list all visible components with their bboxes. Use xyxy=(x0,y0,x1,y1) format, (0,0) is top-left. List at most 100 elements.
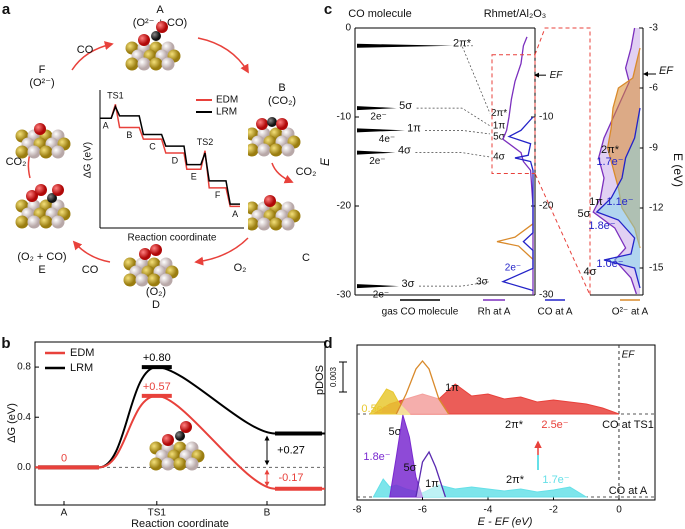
zoom-curve-fill xyxy=(607,48,640,248)
electron-label: 1.8e⁻ xyxy=(588,220,615,232)
legend-label: O²⁻ at A xyxy=(612,307,649,318)
panel-label: d xyxy=(323,335,332,352)
state-letter: D xyxy=(152,299,160,311)
orbital-label: 5σ xyxy=(404,462,417,474)
atom xyxy=(257,143,271,157)
state-species: (O₂) xyxy=(146,286,166,298)
atom xyxy=(15,145,29,159)
atom xyxy=(47,193,57,203)
atom xyxy=(161,457,175,471)
orbital-label: 2π* xyxy=(601,144,620,156)
atom xyxy=(123,273,137,287)
orbital-label: 5σ xyxy=(493,132,506,143)
pdos-outline xyxy=(415,450,447,498)
atom xyxy=(269,217,283,231)
cycle-arrows xyxy=(25,37,294,266)
dos-curve xyxy=(502,36,534,295)
atom xyxy=(269,143,283,157)
panel-label: a xyxy=(2,1,11,18)
zoom-curve xyxy=(606,47,641,249)
state-letter: E xyxy=(38,264,45,276)
x-axis-label: E - EF (eV) xyxy=(478,516,533,528)
electron-label: 2e⁻ xyxy=(370,112,386,123)
atom xyxy=(159,273,173,287)
stage-label: TS1 xyxy=(107,91,124,101)
zoom-curve xyxy=(592,27,638,295)
value-label: +0.27 xyxy=(277,444,305,456)
y-tick-label: 0.0 xyxy=(17,462,31,473)
atom xyxy=(245,217,259,231)
gas-level xyxy=(357,128,405,133)
level-connector xyxy=(416,107,491,127)
x-tick-label: 0 xyxy=(616,505,622,516)
atom xyxy=(281,217,295,231)
level-connector xyxy=(415,152,491,158)
arrow xyxy=(197,37,249,74)
y-tick-label: -20 xyxy=(539,201,554,212)
atom xyxy=(125,57,139,71)
orbital-label: 3σ xyxy=(402,278,415,290)
atom xyxy=(276,118,288,130)
panel-title: CO molecule xyxy=(348,8,412,20)
orbital-label: 5σ xyxy=(399,100,412,112)
atom xyxy=(151,31,161,41)
arrow xyxy=(194,237,249,266)
fermi-label: EF xyxy=(550,70,564,81)
y2-tick-label: -6 xyxy=(649,83,658,94)
atom xyxy=(281,143,295,157)
stage-label: B xyxy=(126,130,132,140)
orbital-label: 4σ xyxy=(398,145,411,157)
atom xyxy=(173,457,187,471)
y-tick-label: 0.8 xyxy=(17,362,31,373)
x-tick-label: -4 xyxy=(484,505,493,516)
step-label: O₂ xyxy=(234,262,247,274)
electron-label: 2e⁻ xyxy=(369,156,385,167)
state-letter: C xyxy=(302,252,310,264)
electron-label: 1.8e⁻ xyxy=(363,451,390,463)
orbital-label: 2π* xyxy=(491,108,507,119)
x-tick-label: TS1 xyxy=(148,508,167,519)
state-letter: F xyxy=(39,64,46,76)
atom xyxy=(147,273,161,287)
electron-label: 1.7e⁻ xyxy=(542,474,569,486)
gas-level xyxy=(357,43,453,48)
panel-title: Rhmet/Al₂O₃ xyxy=(484,8,547,20)
y-axis-label: pDOS xyxy=(314,365,326,395)
atom xyxy=(256,118,268,130)
stage-label: A xyxy=(232,209,238,219)
plot-frame xyxy=(356,344,656,501)
arrow xyxy=(271,162,294,184)
state-species: (O²⁻) xyxy=(29,77,54,89)
level-connector xyxy=(461,45,491,114)
value-label: +0.57 xyxy=(143,381,171,393)
fermi-label: EF xyxy=(622,350,636,361)
atom xyxy=(27,145,41,159)
state-species: (CO₂) xyxy=(268,95,296,107)
y-axis-label: ΔG (eV) xyxy=(83,142,94,178)
value-label: 0 xyxy=(61,452,67,464)
atom xyxy=(26,190,38,202)
arrow xyxy=(71,41,114,71)
legend-label: Rh at A xyxy=(478,307,511,318)
y2-tick-label: -15 xyxy=(649,263,664,274)
panel-name: CO at A xyxy=(609,485,648,497)
x-axis-label: Reaction coordinate xyxy=(131,518,229,529)
electron-label: 1.7e⁻ xyxy=(596,156,623,168)
zoom-curve xyxy=(595,107,641,289)
atom xyxy=(156,21,168,33)
pdos-outline xyxy=(395,359,450,415)
orbital-label: 1π xyxy=(493,121,506,132)
orbital-label: 5σ xyxy=(389,426,402,438)
level-connector xyxy=(419,281,491,287)
level-connector xyxy=(425,130,491,135)
step-label: CO₂ xyxy=(296,166,317,178)
state-species: (O₂ + CO) xyxy=(17,251,66,263)
electron-label: 4e⁻ xyxy=(379,134,395,145)
electron-label: 1.0e⁻ xyxy=(596,258,623,270)
orbital-label: 1π xyxy=(425,478,439,490)
x-tick-label: -2 xyxy=(549,505,558,516)
zoom-curve-fill xyxy=(596,108,640,288)
legend-label: CO at A xyxy=(537,307,572,318)
atom xyxy=(150,244,162,256)
